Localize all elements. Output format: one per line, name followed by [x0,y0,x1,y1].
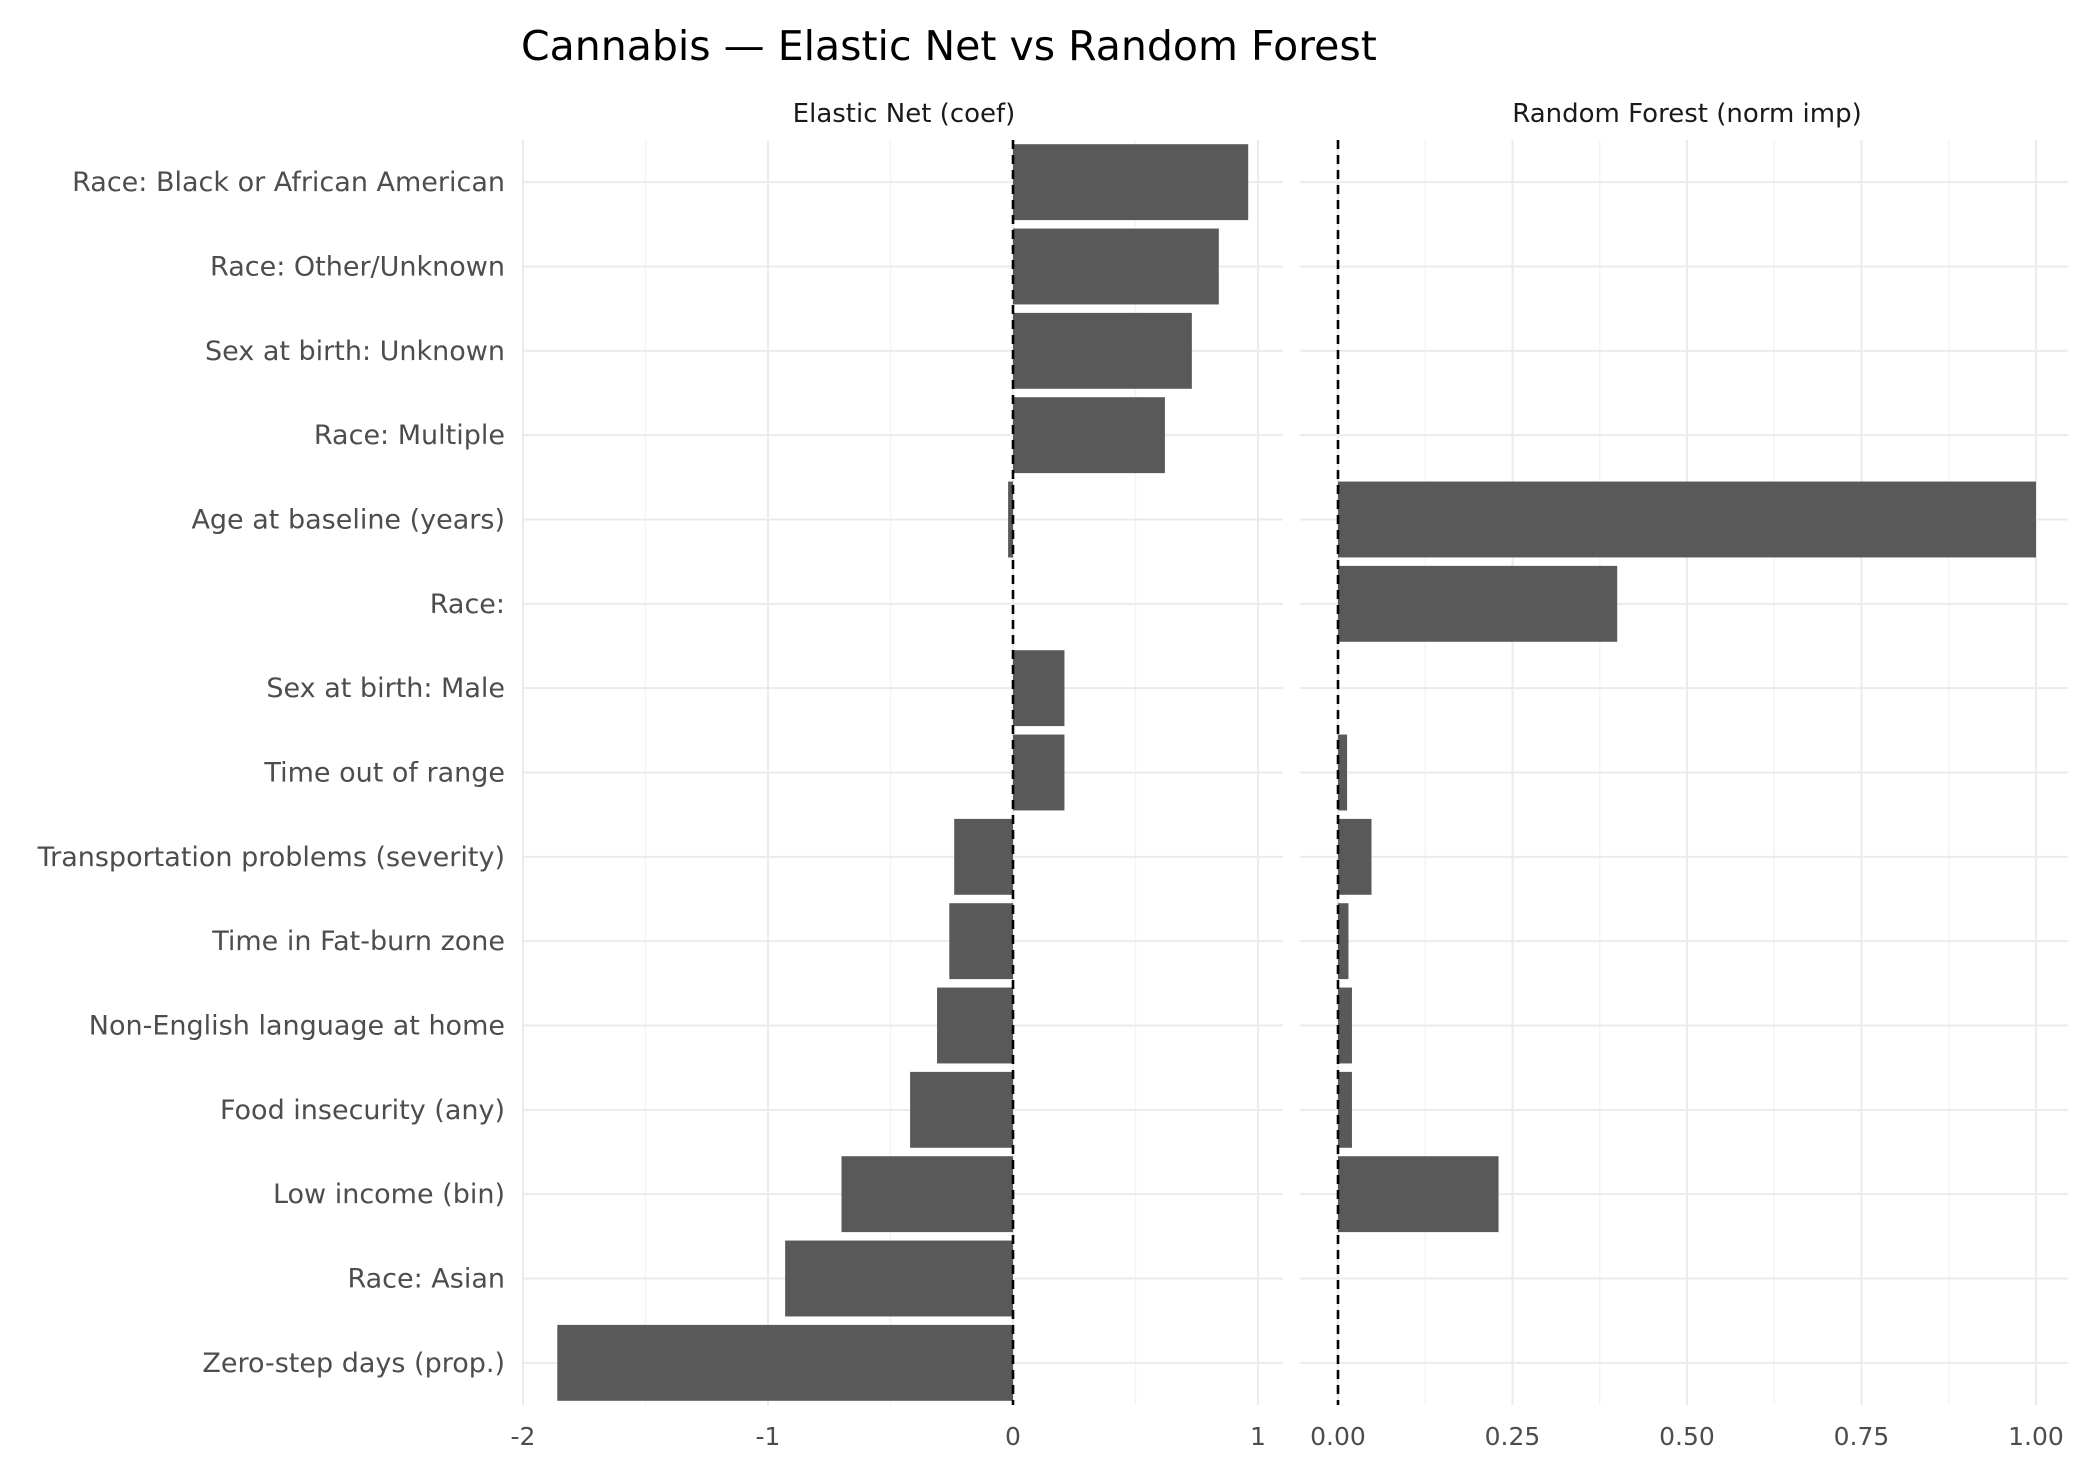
y-category-label: Zero-step days (prop.) [202,1348,505,1379]
chart-title: Cannabis — Elastic Net vs Random Forest [521,22,1377,70]
random-forest-strip-label: Random Forest (norm imp) [1512,99,1862,129]
random-forest-panel: Random Forest (norm imp) 0.00 0.25 0.50 0.7… [1300,99,2068,1451]
y-category-label: Sex at birth: Unknown [205,336,505,367]
elastic-net-bar [841,1156,1013,1233]
elastic-net-x-tick-label: 0 [1005,1422,1021,1451]
random-forest-bar [1338,1156,1499,1233]
elastic-net-bar [1008,481,1013,558]
y-category-label: Race: Other/Unknown [210,252,505,283]
elastic-net-bar [1013,312,1192,389]
random-forest-bar [1338,818,1372,895]
random-forest-bar [1338,481,2036,558]
random-forest-bar [1338,903,1349,980]
elastic-net-bar [1013,734,1065,811]
elastic-net-bar [937,987,1013,1064]
y-category-label: Age at baseline (years) [191,505,505,536]
y-category-label: Race: Black or African American [72,167,505,198]
elastic-net-x-tick-label: -1 [756,1422,781,1451]
y-category-label: Time out of range [263,758,505,789]
random-forest-x-tick-label: 0.25 [1485,1422,1541,1451]
random-forest-bar [1338,734,1348,811]
random-forest-x-tick-label: 1.00 [2008,1422,2064,1451]
elastic-net-bar [785,1240,1013,1317]
random-forest-bar [1338,987,1352,1064]
random-forest-bar [1338,565,1618,642]
elastic-net-bar [1013,228,1219,305]
elastic-net-x-tick-label: -2 [511,1422,536,1451]
elastic-net-panel: Elastic Net (coef) -2 -1 0 1 [511,99,1283,1451]
elastic-net-bar [949,903,1013,980]
elastic-net-bar [557,1324,1013,1401]
y-category-label: Sex at birth: Male [266,673,505,704]
elastic-net-bar [954,818,1013,895]
y-category-label: Transportation problems (severity) [37,842,505,873]
random-forest-bar [1338,1071,1352,1148]
y-category-label: Race: Asian [347,1264,505,1295]
random-forest-x-tick-label: 0.75 [1834,1422,1890,1451]
random-forest-x-tick-label: 0.50 [1659,1422,1715,1451]
y-axis-labels: Race: Black or African American Race: Oth… [37,167,505,1379]
elastic-net-bar [910,1071,1013,1148]
y-category-label: Food insecurity (any) [220,1095,505,1126]
y-category-label: Non-English language at home [89,1011,505,1042]
elastic-net-bar [1013,397,1165,474]
y-category-label: Race: [430,589,505,620]
elastic-net-bar [1013,144,1249,221]
y-category-label: Race: Multiple [314,420,505,451]
y-category-label: Time in Fat-burn zone [211,926,505,957]
random-forest-x-tick-label: 0.00 [1310,1422,1366,1451]
y-category-label: Low income (bin) [273,1179,505,1210]
elastic-net-x-tick-label: 1 [1250,1422,1266,1451]
elastic-net-bar [1013,650,1065,727]
elastic-net-strip-label: Elastic Net (coef) [793,99,1016,129]
